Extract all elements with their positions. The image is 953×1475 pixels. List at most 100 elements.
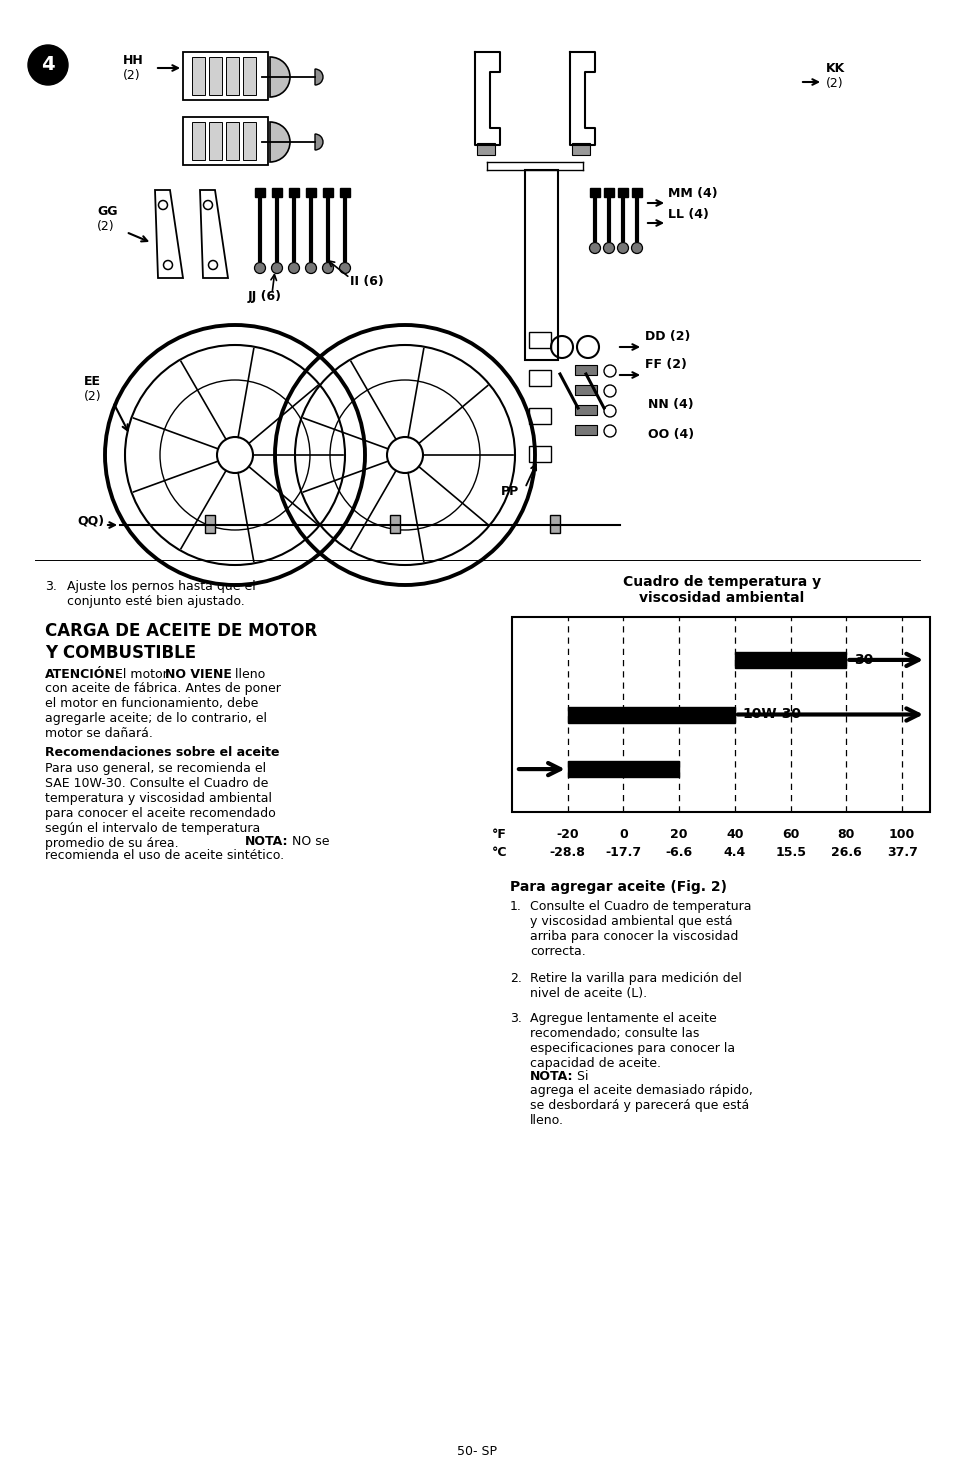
Text: con aceite de fábrica. Antes de poner
el motor en funcionamiento, debe
agregarle: con aceite de fábrica. Antes de poner el… <box>45 681 280 740</box>
Text: KK: KK <box>825 62 844 75</box>
Circle shape <box>589 242 599 254</box>
Bar <box>575 406 597 414</box>
Text: (2): (2) <box>84 389 102 403</box>
Bar <box>575 364 597 375</box>
Text: -20: -20 <box>556 827 578 841</box>
Text: NN (4): NN (4) <box>647 398 693 412</box>
Text: MM (4): MM (4) <box>667 187 717 201</box>
Bar <box>734 652 845 668</box>
Text: 1.: 1. <box>510 900 521 913</box>
Text: EE: EE <box>84 375 101 388</box>
Bar <box>529 370 551 386</box>
Text: Para agregar aceite (Fig. 2): Para agregar aceite (Fig. 2) <box>510 881 726 894</box>
Bar <box>289 187 298 198</box>
Text: -17.7: -17.7 <box>605 845 640 858</box>
Bar <box>226 122 239 159</box>
Text: Ajuste los pernos hasta que el
conjunto esté bien ajustado.: Ajuste los pernos hasta que el conjunto … <box>67 580 255 608</box>
Text: NOTA:: NOTA: <box>530 1069 573 1083</box>
Text: 20: 20 <box>670 827 687 841</box>
Text: recomienda el uso de aceite sintético.: recomienda el uso de aceite sintético. <box>45 850 284 861</box>
Bar <box>254 187 265 198</box>
Text: 37.7: 37.7 <box>885 845 917 858</box>
Text: Retire la varilla para medición del
nivel de aceite (L).: Retire la varilla para medición del nive… <box>530 972 741 1000</box>
Text: CARGA DE ACEITE DE MOTOR
Y COMBUSTIBLE: CARGA DE ACEITE DE MOTOR Y COMBUSTIBLE <box>45 622 317 662</box>
Text: FF (2): FF (2) <box>644 358 686 372</box>
Text: viscosidad ambiental: viscosidad ambiental <box>639 591 803 605</box>
Bar <box>243 122 255 159</box>
Bar <box>209 122 222 159</box>
Circle shape <box>28 46 68 86</box>
Circle shape <box>631 242 641 254</box>
Text: 80: 80 <box>837 827 854 841</box>
Text: 40: 40 <box>725 827 743 841</box>
Text: 4: 4 <box>41 56 54 75</box>
Text: PP: PP <box>500 485 518 499</box>
Text: 2.: 2. <box>510 972 521 985</box>
Bar <box>603 187 614 198</box>
Bar <box>205 515 214 532</box>
Bar <box>209 58 222 94</box>
Text: Si: Si <box>573 1069 588 1083</box>
Text: (2): (2) <box>123 68 140 81</box>
Text: agrega el aceite demasiado rápido,
se desbordará y parecerá que está
lleno.: agrega el aceite demasiado rápido, se de… <box>530 1084 752 1127</box>
Circle shape <box>603 242 614 254</box>
Bar <box>575 385 597 395</box>
Circle shape <box>339 263 350 273</box>
Bar <box>192 122 205 159</box>
Bar <box>631 187 641 198</box>
Text: -28.8: -28.8 <box>549 845 585 858</box>
Text: NOTA:: NOTA: <box>245 835 288 848</box>
Text: lleno: lleno <box>231 668 265 681</box>
Text: QQ): QQ) <box>77 515 104 528</box>
Text: JJ (6): JJ (6) <box>248 291 282 302</box>
Circle shape <box>617 242 628 254</box>
Text: 0: 0 <box>618 827 627 841</box>
Text: OO (4): OO (4) <box>647 428 694 441</box>
Bar <box>226 58 239 94</box>
Text: II (6): II (6) <box>350 274 383 288</box>
Text: (2): (2) <box>825 77 842 90</box>
Bar <box>550 515 559 532</box>
Text: 50- SP: 50- SP <box>456 1446 497 1457</box>
Text: NO se: NO se <box>288 835 329 848</box>
Bar <box>567 761 679 777</box>
Bar <box>183 117 268 165</box>
Bar <box>339 187 350 198</box>
Wedge shape <box>314 69 323 86</box>
Circle shape <box>272 263 282 273</box>
Text: -6.6: -6.6 <box>665 845 692 858</box>
Text: °F: °F <box>492 827 506 841</box>
Circle shape <box>254 263 265 273</box>
Text: Agregue lentamente el aceite
recomendado; consulte las
especificaciones para con: Agregue lentamente el aceite recomendado… <box>530 1012 735 1069</box>
Text: Recomendaciones sobre el aceite: Recomendaciones sobre el aceite <box>45 746 279 760</box>
Bar <box>567 707 734 723</box>
Circle shape <box>288 263 299 273</box>
Text: (2): (2) <box>97 220 114 233</box>
Circle shape <box>322 263 334 273</box>
Bar <box>529 332 551 348</box>
Text: El motor: El motor <box>111 668 172 681</box>
Text: Consulte el Cuadro de temperatura
y viscosidad ambiental que está
arriba para co: Consulte el Cuadro de temperatura y visc… <box>530 900 751 957</box>
Text: HH: HH <box>123 53 144 66</box>
Wedge shape <box>270 58 290 97</box>
Bar <box>192 58 205 94</box>
Bar <box>323 187 333 198</box>
Text: ATENCIÓN:: ATENCIÓN: <box>45 668 121 681</box>
Wedge shape <box>270 122 290 162</box>
Bar <box>243 58 255 94</box>
Text: 60: 60 <box>781 827 799 841</box>
Bar <box>529 409 551 423</box>
Text: 10W-30: 10W-30 <box>742 708 801 721</box>
Text: NO VIENE: NO VIENE <box>165 668 232 681</box>
Bar <box>589 187 599 198</box>
Wedge shape <box>314 134 323 150</box>
Bar <box>272 187 282 198</box>
Bar <box>529 445 551 462</box>
Text: 26.6: 26.6 <box>830 845 861 858</box>
Text: LL (4): LL (4) <box>667 208 708 221</box>
Text: GG: GG <box>97 205 117 218</box>
Text: 15.5: 15.5 <box>775 845 805 858</box>
Bar <box>524 170 558 360</box>
Circle shape <box>305 263 316 273</box>
Text: 4.4: 4.4 <box>723 845 745 858</box>
